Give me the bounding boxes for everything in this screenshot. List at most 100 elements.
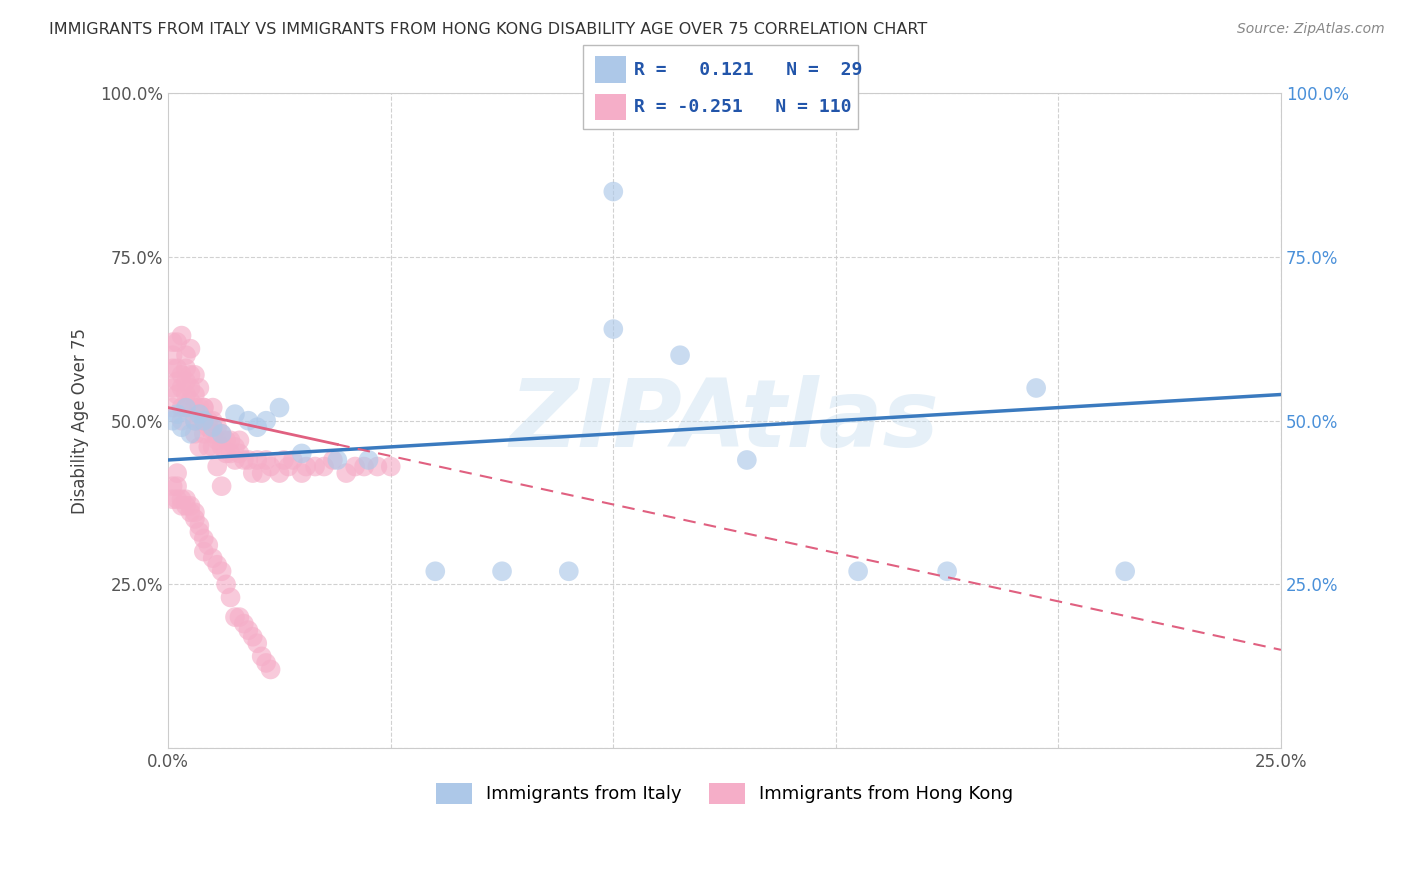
- Point: [184, 414, 207, 428]
- Point: [219, 446, 242, 460]
- Point: [936, 564, 959, 578]
- Point: [170, 381, 193, 395]
- Point: [166, 361, 188, 376]
- Point: [174, 492, 197, 507]
- Point: [295, 459, 318, 474]
- Point: [188, 407, 211, 421]
- Y-axis label: Disability Age Over 75: Disability Age Over 75: [72, 327, 89, 514]
- Point: [193, 401, 215, 415]
- Point: [1114, 564, 1136, 578]
- Point: [201, 414, 224, 428]
- Point: [201, 440, 224, 454]
- Point: [179, 394, 201, 409]
- Point: [242, 630, 264, 644]
- Point: [170, 420, 193, 434]
- Point: [174, 348, 197, 362]
- Point: [291, 466, 314, 480]
- Point: [193, 401, 215, 415]
- Point: [669, 348, 692, 362]
- Point: [170, 492, 193, 507]
- Point: [184, 426, 207, 441]
- Point: [170, 328, 193, 343]
- Point: [184, 368, 207, 382]
- Point: [353, 459, 375, 474]
- Text: ZIPAtlas: ZIPAtlas: [510, 375, 939, 467]
- Point: [242, 466, 264, 480]
- Point: [380, 459, 402, 474]
- Point: [250, 466, 273, 480]
- Point: [174, 361, 197, 376]
- Point: [179, 342, 201, 356]
- Point: [219, 591, 242, 605]
- Point: [735, 453, 758, 467]
- Point: [269, 466, 291, 480]
- Point: [238, 414, 260, 428]
- Point: [322, 453, 344, 467]
- Point: [166, 407, 188, 421]
- Point: [179, 505, 201, 519]
- Point: [184, 387, 207, 401]
- Point: [201, 401, 224, 415]
- Point: [211, 440, 233, 454]
- Point: [188, 524, 211, 539]
- Point: [197, 420, 219, 434]
- Point: [170, 414, 193, 428]
- Point: [224, 453, 246, 467]
- Point: [491, 564, 513, 578]
- Point: [357, 453, 380, 467]
- Point: [162, 414, 184, 428]
- Point: [201, 420, 224, 434]
- Point: [179, 499, 201, 513]
- Point: [228, 446, 250, 460]
- Point: [184, 505, 207, 519]
- Point: [1025, 381, 1047, 395]
- Point: [224, 407, 246, 421]
- Point: [162, 492, 184, 507]
- Point: [162, 361, 184, 376]
- Text: R = -0.251   N = 110: R = -0.251 N = 110: [634, 98, 852, 116]
- Point: [269, 401, 291, 415]
- Point: [224, 610, 246, 624]
- Point: [166, 335, 188, 350]
- Point: [219, 434, 242, 448]
- Point: [193, 532, 215, 546]
- Point: [846, 564, 869, 578]
- Point: [326, 453, 349, 467]
- Text: Source: ZipAtlas.com: Source: ZipAtlas.com: [1237, 22, 1385, 37]
- Point: [197, 440, 219, 454]
- Point: [174, 401, 197, 415]
- Point: [215, 434, 238, 448]
- Point: [174, 387, 197, 401]
- Point: [166, 466, 188, 480]
- Point: [602, 322, 624, 336]
- Point: [238, 623, 260, 637]
- Point: [162, 401, 184, 415]
- Point: [162, 335, 184, 350]
- Point: [188, 518, 211, 533]
- Point: [602, 185, 624, 199]
- Point: [205, 420, 228, 434]
- Point: [259, 459, 281, 474]
- Point: [335, 466, 357, 480]
- Point: [344, 459, 367, 474]
- Point: [179, 426, 201, 441]
- Point: [558, 564, 581, 578]
- Point: [166, 375, 188, 389]
- Point: [184, 401, 207, 415]
- Point: [193, 544, 215, 558]
- Point: [228, 434, 250, 448]
- Point: [201, 426, 224, 441]
- Point: [254, 656, 277, 670]
- Point: [205, 558, 228, 572]
- Point: [425, 564, 447, 578]
- Point: [312, 459, 335, 474]
- Point: [170, 401, 193, 415]
- Point: [179, 381, 201, 395]
- Point: [259, 663, 281, 677]
- Point: [193, 414, 215, 428]
- Point: [232, 616, 254, 631]
- Point: [184, 512, 207, 526]
- Point: [254, 453, 277, 467]
- Point: [228, 610, 250, 624]
- Point: [232, 453, 254, 467]
